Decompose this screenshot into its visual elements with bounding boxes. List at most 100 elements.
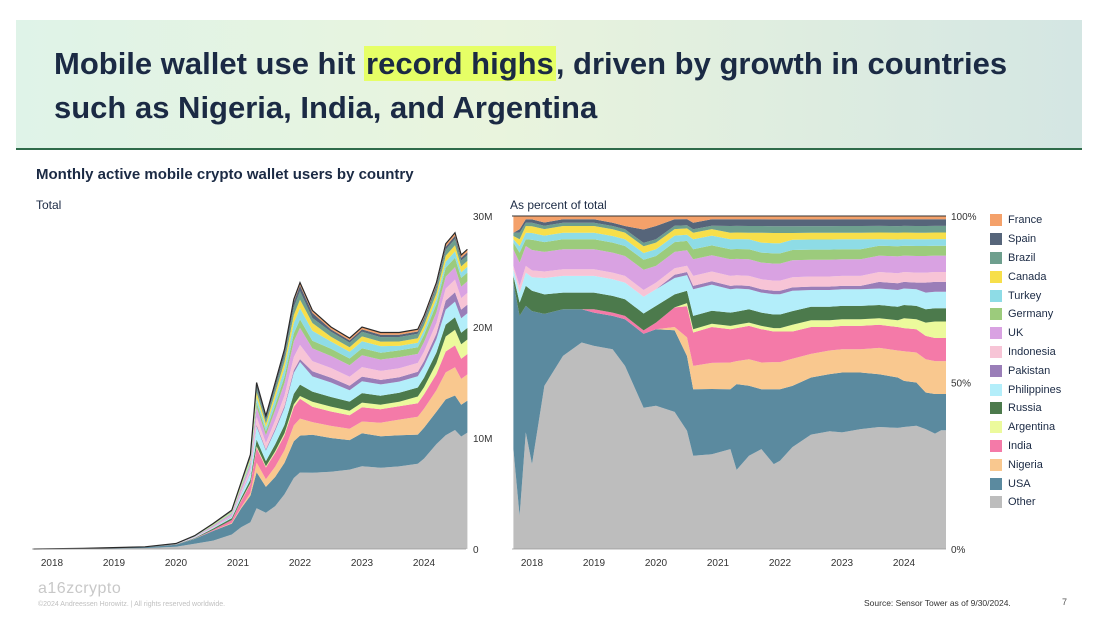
legend-label: Canada xyxy=(1008,270,1047,283)
legend-swatch xyxy=(990,270,1002,283)
legend-item-russia: Russia xyxy=(990,399,1061,418)
legend-item-turkey: Turkey xyxy=(990,286,1061,305)
legend-swatch xyxy=(990,402,1002,415)
legend-label: Other xyxy=(1008,496,1036,509)
legend-swatch xyxy=(990,364,1002,377)
legend-swatch xyxy=(990,458,1002,471)
percent-area-indonesia xyxy=(513,265,946,297)
percent-area-other xyxy=(513,342,946,549)
percent-area-argentina xyxy=(513,282,946,338)
a16z-logo: a16zcrypto xyxy=(38,580,122,597)
left-x-tick: 2022 xyxy=(289,558,312,569)
legend-item-philippines: Philippines xyxy=(990,380,1061,399)
legend-label: Spain xyxy=(1008,233,1037,246)
legend-item-argentina: Argentina xyxy=(990,418,1061,437)
legend-swatch xyxy=(990,439,1002,452)
total-outline xyxy=(33,231,468,550)
headline-pre: Mobile wallet use hit xyxy=(54,46,365,81)
left-x-tick: 2020 xyxy=(165,558,188,569)
percent-area-usa xyxy=(513,282,946,516)
percent-area-philippines xyxy=(513,269,946,316)
percent-area-canada xyxy=(513,226,946,253)
left-x-tick: 2024 xyxy=(413,558,436,569)
legend-item-usa: USA xyxy=(990,474,1061,493)
legend-label: India xyxy=(1008,439,1032,452)
legend-item-pakistan: Pakistan xyxy=(990,361,1061,380)
total-area-usa xyxy=(33,395,468,549)
legend: France Spain Brazil Canada Turkey Germany UK In… xyxy=(990,211,1061,512)
headline: Mobile wallet use hit record highs, driv… xyxy=(54,42,1054,130)
legend-item-canada: Canada xyxy=(990,267,1061,286)
legend-label: Argentina xyxy=(1008,421,1056,434)
legend-label: USA xyxy=(1008,477,1031,490)
legend-label: Indonesia xyxy=(1008,345,1056,358)
legend-label: Russia xyxy=(1008,402,1042,415)
headline-banner: Mobile wallet use hit record highs, driv… xyxy=(16,20,1082,150)
legend-item-other: Other xyxy=(990,493,1061,512)
legend-swatch xyxy=(990,496,1002,509)
right-x-tick: 2024 xyxy=(893,558,916,569)
right-x-tick: 2022 xyxy=(769,558,792,569)
percent-area-russia xyxy=(513,275,946,331)
right-x-tick: 2023 xyxy=(831,558,854,569)
legend-label: Nigeria xyxy=(1008,458,1043,471)
percent-area-turkey xyxy=(513,232,946,260)
legend-label: France xyxy=(1008,214,1043,227)
total-area-other xyxy=(33,430,468,549)
legend-item-nigeria: Nigeria xyxy=(990,455,1061,474)
left-chart-title: Total xyxy=(36,198,62,212)
legend-item-uk: UK xyxy=(990,324,1061,343)
legend-label: Pakistan xyxy=(1008,364,1051,377)
right-x-tick: 2021 xyxy=(707,558,730,569)
chart-subtitle: Monthly active mobile crypto wallet user… xyxy=(36,166,414,183)
legend-item-france: France xyxy=(990,211,1061,230)
percent-area-germany xyxy=(513,239,946,270)
right-y-tick: 100% xyxy=(951,212,977,223)
headline-highlight: record highs xyxy=(364,46,556,81)
legend-item-indonesia: Indonesia xyxy=(990,343,1061,362)
right-x-tick: 2018 xyxy=(521,558,544,569)
legend-item-germany: Germany xyxy=(990,305,1061,324)
left-x-tick: 2018 xyxy=(41,558,64,569)
right-y-tick: 0% xyxy=(951,545,966,556)
legend-label: Philippines xyxy=(1008,383,1062,396)
percent-area-brazil xyxy=(513,222,946,247)
left-x-tick: 2021 xyxy=(227,558,250,569)
right-x-tick: 2019 xyxy=(583,558,606,569)
left-y-tick: 30M xyxy=(473,212,492,223)
source-note: Source: Sensor Tower as of 9/30/2024. xyxy=(864,598,1011,608)
copyright: ©2024 Andreessen Horowitz. | All rights … xyxy=(38,601,226,608)
left-y-tick: 20M xyxy=(473,323,492,334)
percent-area-nigeria xyxy=(513,282,946,394)
legend-swatch xyxy=(990,477,1002,490)
legend-label: Turkey xyxy=(1008,289,1042,302)
legend-swatch xyxy=(990,345,1002,358)
right-chart-title: As percent of total xyxy=(510,198,607,212)
right-y-tick: 50% xyxy=(951,379,971,390)
left-y-tick: 0 xyxy=(473,545,479,556)
percent-area-france xyxy=(513,216,946,233)
legend-item-brazil: Brazil xyxy=(990,249,1061,268)
left-x-tick: 2019 xyxy=(103,558,126,569)
legend-swatch xyxy=(990,233,1002,246)
legend-swatch xyxy=(990,327,1002,340)
legend-item-spain: Spain xyxy=(990,230,1061,249)
headline-post: , driven by growth in countries such as … xyxy=(54,46,1008,125)
legend-swatch xyxy=(990,383,1002,396)
legend-swatch xyxy=(990,289,1002,302)
legend-item-india: India xyxy=(990,437,1061,456)
legend-swatch xyxy=(990,214,1002,227)
percent-area-spain xyxy=(513,219,946,243)
legend-label: Germany xyxy=(1008,308,1054,321)
right-x-tick: 2020 xyxy=(645,558,668,569)
left-x-tick: 2023 xyxy=(351,558,374,569)
percent-area-india xyxy=(513,282,946,366)
legend-swatch xyxy=(990,251,1002,264)
legend-swatch xyxy=(990,308,1002,321)
percent-area-uk xyxy=(513,246,946,290)
page-number: 7 xyxy=(1062,597,1068,607)
legend-swatch xyxy=(990,421,1002,434)
left-y-tick: 10M xyxy=(473,434,492,445)
legend-label: Brazil xyxy=(1008,251,1036,264)
